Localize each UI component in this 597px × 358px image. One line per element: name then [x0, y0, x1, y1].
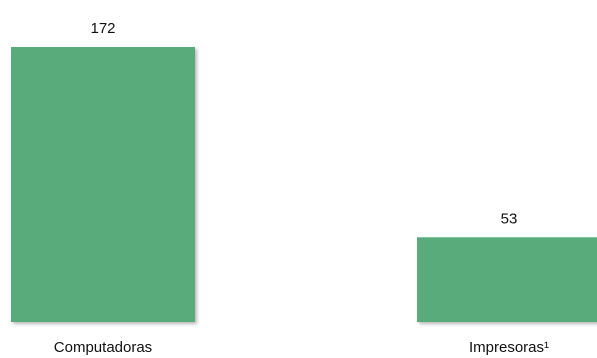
labels-layer: 172 Computadoras 53 Impresoras¹	[54, 20, 549, 356]
bar-impresoras	[417, 237, 597, 322]
category-label: Impresoras¹	[469, 339, 549, 356]
bars-layer	[11, 47, 597, 322]
bar-value-label: 172	[90, 20, 115, 37]
bar-computadoras	[11, 47, 195, 322]
bar-value-label: 53	[501, 210, 518, 227]
category-label: Computadoras	[54, 339, 152, 356]
